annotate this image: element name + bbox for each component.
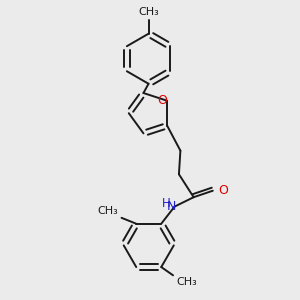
Text: O: O	[157, 94, 167, 107]
Text: O: O	[218, 184, 228, 196]
Text: CH₃: CH₃	[138, 7, 159, 17]
Text: CH₃: CH₃	[177, 277, 197, 287]
Text: H: H	[162, 197, 171, 210]
Text: N: N	[167, 200, 176, 212]
Text: CH₃: CH₃	[97, 206, 118, 216]
